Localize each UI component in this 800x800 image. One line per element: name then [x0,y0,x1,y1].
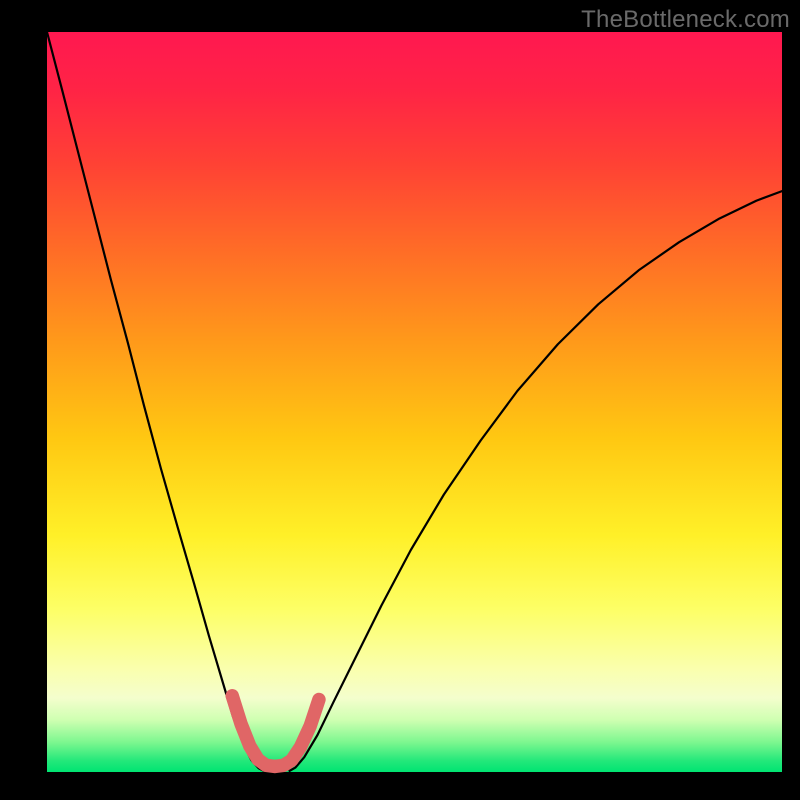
plot-area [47,32,782,772]
chart-container: TheBottleneck.com [0,0,800,800]
watermark-text: TheBottleneck.com [581,6,790,34]
